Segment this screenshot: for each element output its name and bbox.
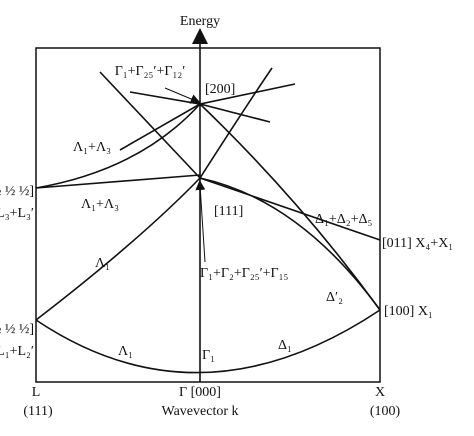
axis-label: Γ [000] [179, 385, 221, 400]
band [199, 67, 273, 179]
frame [35, 47, 381, 383]
label: L₃+L₃′ [0, 206, 34, 221]
label: Λ₁+Λ₃ [81, 197, 119, 212]
axis-label: L [32, 385, 41, 400]
axis-label: (100) [370, 404, 401, 419]
band [35, 309, 381, 374]
band [35, 103, 201, 189]
label: [011] X₄+X₁ [382, 236, 453, 251]
title: Energy [180, 14, 220, 29]
bands [35, 67, 381, 374]
label: Δ₁+Δ₂+Δ₅ [315, 212, 373, 227]
pointer [195, 180, 206, 263]
pointer [164, 87, 201, 104]
axis-label: X [375, 385, 385, 400]
band [199, 177, 381, 241]
label: L₁+L₂′ [0, 344, 34, 359]
label: Λ₁ [95, 256, 110, 271]
label: Λ₁+Λ₃ [73, 140, 111, 155]
label: Λ₁ [118, 344, 133, 359]
label: Γ₁+Γ₂₅′+Γ₁₂′ [115, 64, 186, 79]
band [99, 71, 201, 179]
axis-title: Wavevector k [162, 404, 239, 419]
band [119, 103, 271, 151]
label: [½ ½ ½] [0, 322, 34, 337]
label: Γ₁ [202, 348, 215, 363]
label: [200] [205, 82, 235, 97]
label: Γ₁+Γ₂+Γ₂₅′+Γ₁₅ [200, 266, 289, 281]
label: [111] [214, 204, 243, 219]
label: [100] X₁ [384, 304, 433, 319]
band [199, 103, 381, 311]
band [35, 174, 201, 189]
label: [½ ½ ½] [0, 184, 34, 199]
label: Δ₁ [278, 338, 292, 353]
band [35, 177, 201, 321]
axis-label: (111) [23, 404, 53, 419]
label: Δ′₂ [326, 290, 343, 305]
